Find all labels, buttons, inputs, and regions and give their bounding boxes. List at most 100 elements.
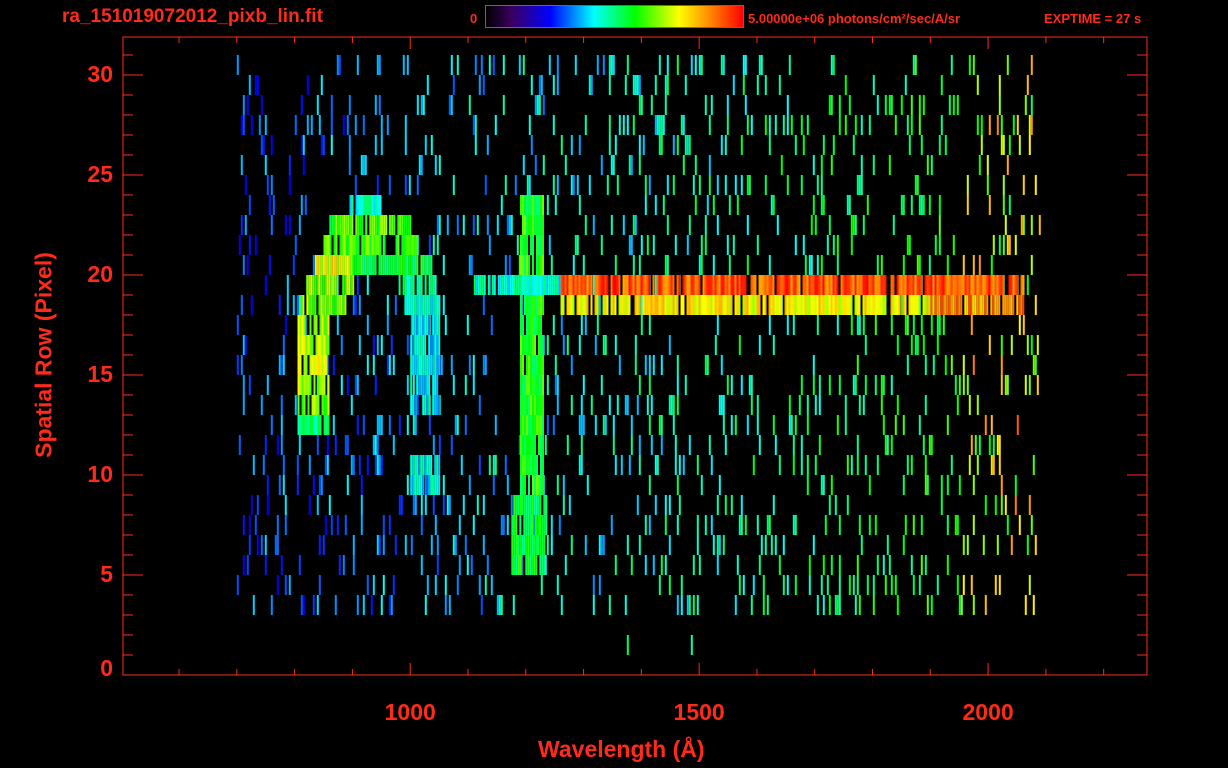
noise-pixel [966,535,969,555]
spectrum-band-pixel [616,275,619,295]
noise-pixel [606,175,609,195]
arc-right-pixel [416,375,419,395]
spectrum-band-pixel [644,275,647,295]
noise-pixel [1028,575,1031,595]
noise-pixel [434,155,437,175]
noise-pixel [518,435,521,455]
spectrum-band-pixel [505,275,508,295]
noise-pixel [894,115,897,135]
noise-pixel [990,455,993,475]
spectrum-band-pixel [958,295,961,315]
noise-pixel [406,335,409,355]
noise-pixel [822,595,825,615]
noise-pixel [668,495,671,515]
noise-pixel [850,315,853,335]
arc-pixel [371,235,374,255]
noise-pixel [376,535,379,555]
noise-pixel [298,295,301,315]
arc-left-pixel [310,275,313,295]
noise-pixel [260,535,263,555]
noise-pixel [538,95,541,115]
arc-right-pixel [416,355,419,375]
spectrum-band-pixel [798,295,801,315]
noise-pixel [1022,315,1025,335]
spectrum-band-pixel [934,275,937,295]
arc-left-pixel [313,375,316,395]
noise-pixel [876,255,879,275]
lyman-alpha-pixel [538,475,540,495]
noise-pixel [464,375,467,395]
spectrum-band-pixel [806,295,809,315]
lyman-alpha-pixel [536,355,538,375]
noise-pixel [492,475,495,495]
noise-pixel [838,555,841,575]
spectrum-band-pixel [812,275,815,295]
noise-pixel [882,415,885,435]
noise-pixel [598,535,601,555]
noise-pixel [828,215,831,235]
noise-pixel [890,375,893,395]
noise-pixel [490,575,493,595]
arc-pixel [326,255,329,275]
spectrum-band-pixel [690,295,693,315]
spectrum-band-pixel [666,275,669,295]
noise-pixel [726,375,729,395]
spectrum-band-pixel [996,295,999,315]
noise-pixel [572,255,575,275]
arc-left-pixel [301,375,304,395]
noise-pixel [442,475,445,495]
arc-pixel [359,215,362,235]
noise-pixel [316,95,319,115]
arc-right-pixel [428,455,431,475]
spectrum-band-pixel [928,295,931,315]
arc-pixel [405,235,408,255]
lyman-alpha-pixel [538,395,540,415]
noise-pixel [374,95,377,115]
noise-pixel [1036,335,1039,355]
noise-pixel [1006,55,1009,75]
noise-pixel [1016,415,1019,435]
noise-pixel [240,355,243,375]
noise-pixel [540,575,543,595]
noise-pixel [266,175,269,195]
arc-pixel [330,255,333,275]
noise-pixel [244,215,247,235]
noise-pixel [910,115,913,135]
spectrum-band-pixel [918,295,921,315]
noise-pixel [284,315,287,335]
noise-pixel [720,395,723,415]
noise-pixel [850,235,853,255]
spectrum-band-pixel [515,275,518,295]
noise-pixel [626,635,629,655]
arc-top-pixel [375,195,378,215]
noise-pixel [670,395,673,415]
arc-left-pixel [297,335,300,355]
spectrum-band-pixel [796,275,799,295]
y-tick-label: 0 [100,655,113,681]
arc-pixel [365,235,368,255]
spectrum-band-pixel [696,295,699,315]
spectrum-band-pixel [640,275,643,295]
spectrum-band-pixel [776,275,779,295]
noise-pixel [492,455,495,475]
noise-pixel [596,55,599,75]
arc-pixel [366,255,369,275]
noise-pixel [644,355,647,375]
noise-pixel [726,95,729,115]
spectrum-band-pixel [994,275,997,295]
arc-pixel [415,235,418,255]
spectrum-band-pixel [950,275,953,295]
spectrum-band-pixel [890,275,893,295]
noise-pixel [432,495,435,515]
spectrum-band-pixel [984,295,987,315]
noise-pixel [336,315,339,335]
arc-right-pixel [436,315,439,335]
y-tick-label: 20 [87,261,113,287]
noise-pixel [494,415,497,435]
arc-top-pixel [365,195,368,215]
arc-right-pixel [410,375,413,395]
noise-pixel [324,455,327,475]
noise-pixel [852,575,855,595]
noise-pixel [1024,595,1027,615]
arc-left-pixel [320,295,323,315]
